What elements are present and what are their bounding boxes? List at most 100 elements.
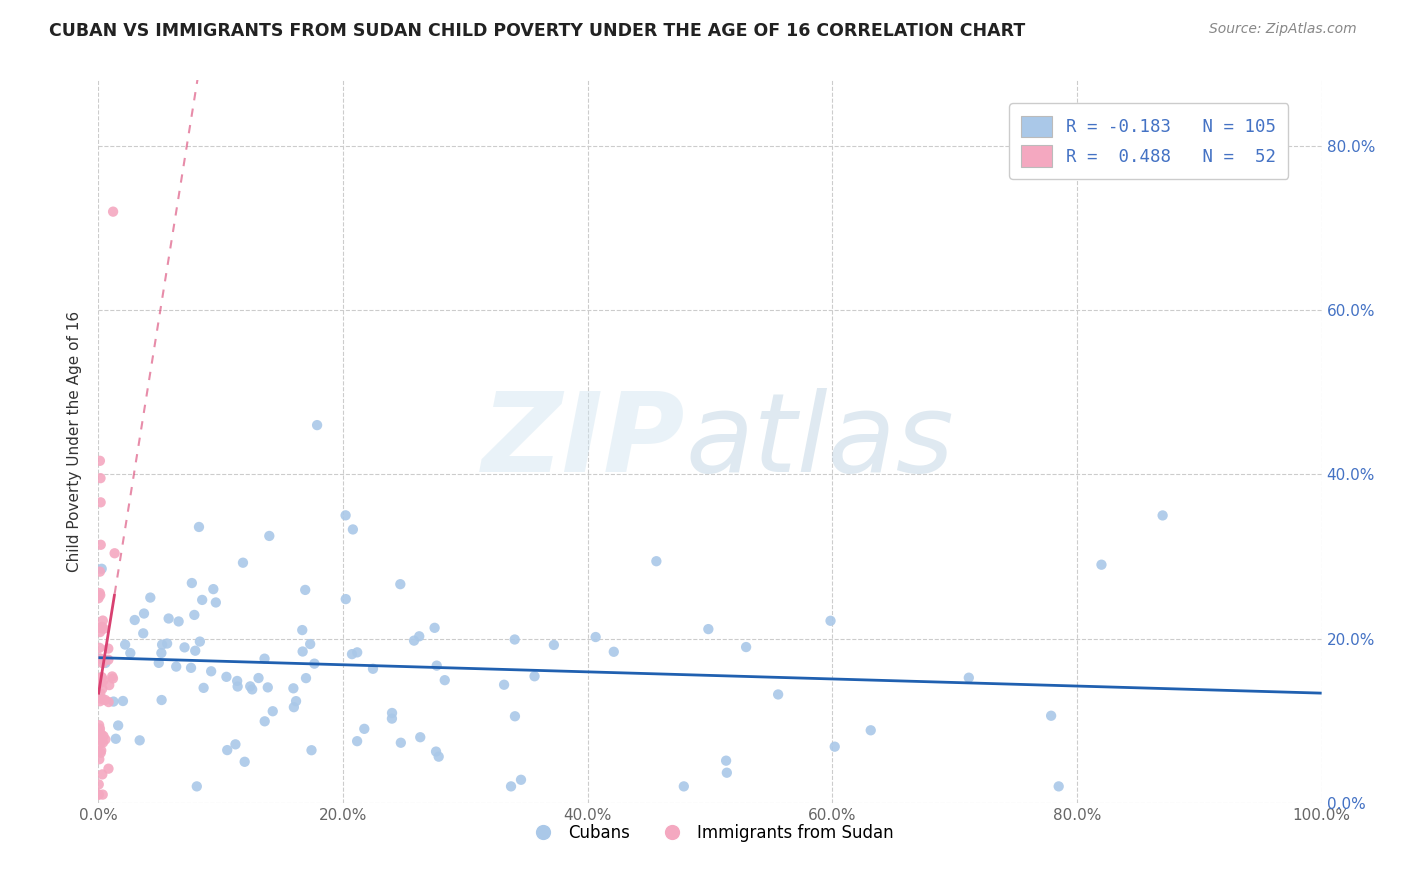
- Point: [101, 672, 124, 686]
- Point: [90, 495, 112, 509]
- Point: [188, 634, 211, 648]
- Point: [304, 657, 326, 671]
- Point: [957, 671, 980, 685]
- Point: [240, 682, 263, 697]
- Y-axis label: Child Poverty Under the Age of 16: Child Poverty Under the Age of 16: [67, 311, 83, 572]
- Point: [93, 729, 115, 743]
- Point: [98, 678, 121, 692]
- Point: [90, 743, 112, 757]
- Point: [97, 641, 120, 656]
- Point: [87, 777, 110, 791]
- Point: [226, 680, 249, 694]
- Point: [299, 637, 322, 651]
- Point: [89, 686, 111, 700]
- Point: [89, 625, 111, 640]
- Point: [94, 693, 117, 707]
- Point: [173, 640, 195, 655]
- Point: [259, 529, 281, 543]
- Point: [494, 678, 516, 692]
- Text: ZIP: ZIP: [482, 388, 686, 495]
- Point: [307, 418, 329, 433]
- Point: [132, 607, 155, 621]
- Point: [766, 688, 789, 702]
- Point: [90, 670, 112, 684]
- Point: [408, 629, 430, 643]
- Point: [499, 780, 522, 794]
- Point: [232, 556, 254, 570]
- Text: CUBAN VS IMMIGRANTS FROM SUDAN CHILD POVERTY UNDER THE AGE OF 16 CORRELATION CHA: CUBAN VS IMMIGRANTS FROM SUDAN CHILD POV…: [49, 22, 1025, 40]
- Point: [427, 749, 450, 764]
- Point: [183, 607, 205, 622]
- Point: [90, 538, 112, 552]
- Point: [93, 673, 115, 688]
- Point: [381, 712, 404, 726]
- Point: [89, 588, 111, 602]
- Point: [89, 454, 111, 468]
- Point: [247, 671, 270, 685]
- Point: [205, 595, 228, 609]
- Point: [697, 622, 720, 636]
- Point: [672, 780, 695, 794]
- Point: [91, 681, 114, 696]
- Point: [346, 645, 368, 659]
- Point: [294, 582, 316, 597]
- Point: [91, 767, 114, 781]
- Point: [89, 694, 111, 708]
- Point: [87, 788, 110, 802]
- Point: [253, 651, 276, 665]
- Point: [262, 704, 284, 718]
- Point: [97, 695, 120, 709]
- Point: [193, 681, 215, 695]
- Point: [89, 586, 111, 600]
- Point: [89, 725, 111, 739]
- Point: [233, 755, 256, 769]
- Point: [824, 739, 846, 754]
- Point: [202, 582, 225, 596]
- Point: [200, 665, 222, 679]
- Point: [716, 765, 738, 780]
- Point: [1090, 558, 1112, 572]
- Point: [89, 565, 111, 579]
- Point: [543, 638, 565, 652]
- Point: [90, 728, 112, 742]
- Point: [89, 752, 111, 766]
- Point: [1040, 708, 1063, 723]
- Point: [217, 743, 239, 757]
- Point: [256, 681, 278, 695]
- Point: [180, 576, 202, 591]
- Point: [285, 694, 308, 708]
- Point: [90, 728, 112, 742]
- Point: [94, 732, 117, 747]
- Point: [89, 471, 111, 485]
- Point: [132, 626, 155, 640]
- Point: [820, 614, 842, 628]
- Point: [253, 714, 276, 729]
- Point: [87, 788, 110, 802]
- Point: [423, 621, 446, 635]
- Point: [91, 656, 114, 670]
- Point: [89, 736, 111, 750]
- Point: [301, 743, 323, 757]
- Point: [180, 661, 202, 675]
- Point: [426, 658, 449, 673]
- Point: [90, 670, 112, 684]
- Point: [156, 636, 179, 650]
- Point: [283, 700, 305, 714]
- Point: [295, 671, 318, 685]
- Point: [97, 762, 120, 776]
- Point: [90, 746, 112, 760]
- Point: [585, 630, 607, 644]
- Point: [124, 613, 146, 627]
- Point: [291, 623, 314, 637]
- Point: [340, 647, 363, 661]
- Point: [87, 591, 110, 606]
- Point: [503, 709, 526, 723]
- Point: [433, 673, 456, 688]
- Point: [89, 640, 111, 655]
- Point: [101, 669, 124, 683]
- Point: [150, 638, 173, 652]
- Point: [89, 675, 111, 690]
- Point: [167, 615, 190, 629]
- Point: [139, 591, 162, 605]
- Point: [97, 653, 120, 667]
